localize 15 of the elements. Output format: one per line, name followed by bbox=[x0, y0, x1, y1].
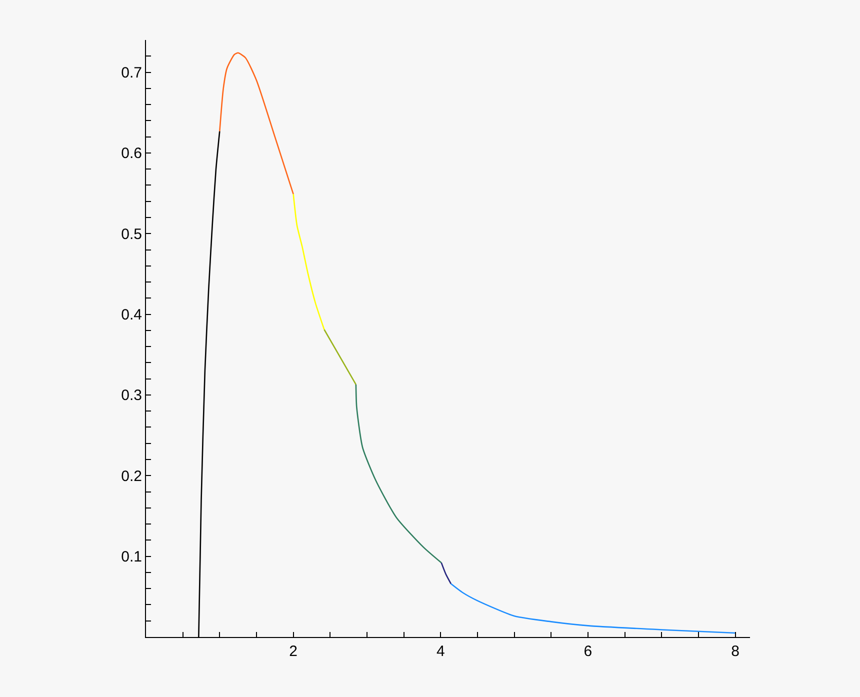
x-tick-label: 8 bbox=[731, 643, 740, 660]
y-tick-label: 0.3 bbox=[121, 387, 142, 404]
y-tick-label: 0.5 bbox=[121, 226, 142, 243]
y-tick-label: 0.4 bbox=[121, 306, 142, 324]
y-tick-label: 0.1 bbox=[121, 548, 142, 566]
line-series bbox=[450, 583, 736, 634]
y-tick-label: 0.6 bbox=[121, 145, 142, 162]
x-tick-label: 2 bbox=[289, 643, 298, 660]
y-tick-label: 0.2 bbox=[121, 468, 142, 485]
y-tick-label: 0.7 bbox=[121, 64, 142, 82]
line-series bbox=[219, 52, 294, 195]
line-series bbox=[355, 384, 442, 564]
line-series bbox=[292, 193, 325, 330]
x-tick-label: 6 bbox=[584, 643, 592, 660]
x-tick-label: 4 bbox=[436, 643, 445, 660]
